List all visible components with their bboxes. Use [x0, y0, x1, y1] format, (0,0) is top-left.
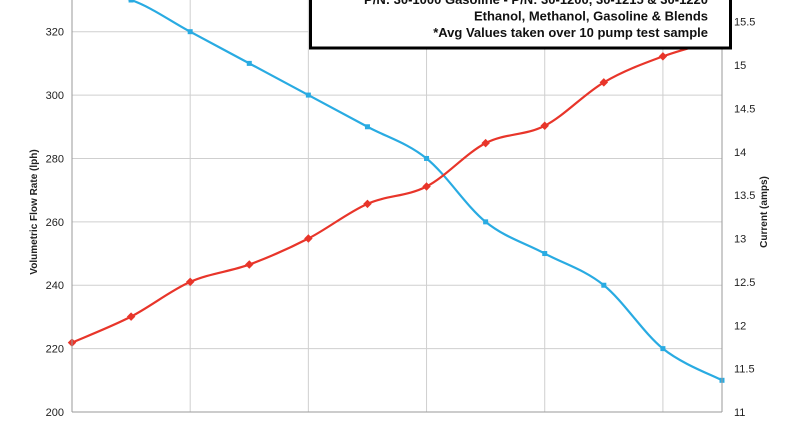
y2-tick-label: 13 — [734, 234, 746, 246]
current-point — [185, 277, 195, 287]
current-point — [540, 121, 549, 131]
y-tick-label: 260 — [46, 217, 64, 229]
y2-tick-label: 13.5 — [734, 190, 755, 202]
flow-rate-point — [483, 219, 489, 225]
y-tick-label: 320 — [46, 27, 64, 39]
y-tick-label: 280 — [46, 153, 64, 165]
y2-tick-label: 14 — [734, 147, 746, 159]
y-tick-label: 220 — [46, 344, 64, 356]
y2-tick-label: 12 — [734, 320, 746, 332]
annotation-line-2: Ethanol, Methanol, Gasoline & Blends — [474, 9, 708, 24]
y2-tick-label: 15.5 — [734, 17, 755, 29]
current-point — [245, 260, 254, 269]
flow-rate-point — [424, 155, 430, 161]
current-point — [658, 52, 668, 61]
current-point — [422, 182, 431, 191]
series-line-flow-rate — [127, 0, 723, 382]
y2-tick-label: 15 — [734, 60, 746, 72]
annotation-line-3: *Avg Values taken over 10 pump test samp… — [433, 25, 708, 40]
series-line-current — [71, 37, 723, 344]
flow-rate-point — [187, 29, 193, 35]
current-point — [363, 199, 372, 209]
annotation-box: P/N: 30-1000 Gasoline - P/N: 30-1200, 30… — [309, 0, 732, 50]
y2-tick-label: 11.5 — [734, 364, 755, 376]
y-tick-label: 200 — [46, 407, 64, 419]
current-point — [481, 138, 490, 148]
y2-tick-label: 12.5 — [734, 277, 755, 289]
flow-rate-point — [542, 251, 548, 257]
flow-rate-point — [305, 92, 311, 98]
y-axis-title: Volumetric Flow Rate (lph) — [29, 149, 40, 274]
axes-layer: 200 220 240 260 280 300 320 11 11.5 12 12.5 13 13.5 1… — [29, 0, 770, 419]
annotation-line-1: P/N: 30-1000 Gasoline - P/N: 30-1200, 30… — [364, 0, 708, 7]
annotation-border — [309, 0, 732, 50]
current-point — [126, 312, 136, 321]
y-tick-label: 300 — [46, 90, 64, 102]
flow-rate-point — [246, 60, 252, 66]
y-tick-label: 240 — [46, 280, 64, 292]
y2-tick-label: 11 — [734, 407, 745, 419]
flow-rate-point — [128, 0, 134, 3]
series-layer — [67, 0, 727, 383]
flow-rate-point — [364, 124, 370, 130]
y2-tick-label: 14.5 — [734, 103, 755, 115]
gridlines — [71, 0, 722, 413]
flow-rate-point — [660, 346, 666, 352]
current-point — [304, 234, 313, 243]
y2-axis-title: Current (amps) — [759, 176, 770, 248]
flow-rate-point — [601, 282, 607, 288]
